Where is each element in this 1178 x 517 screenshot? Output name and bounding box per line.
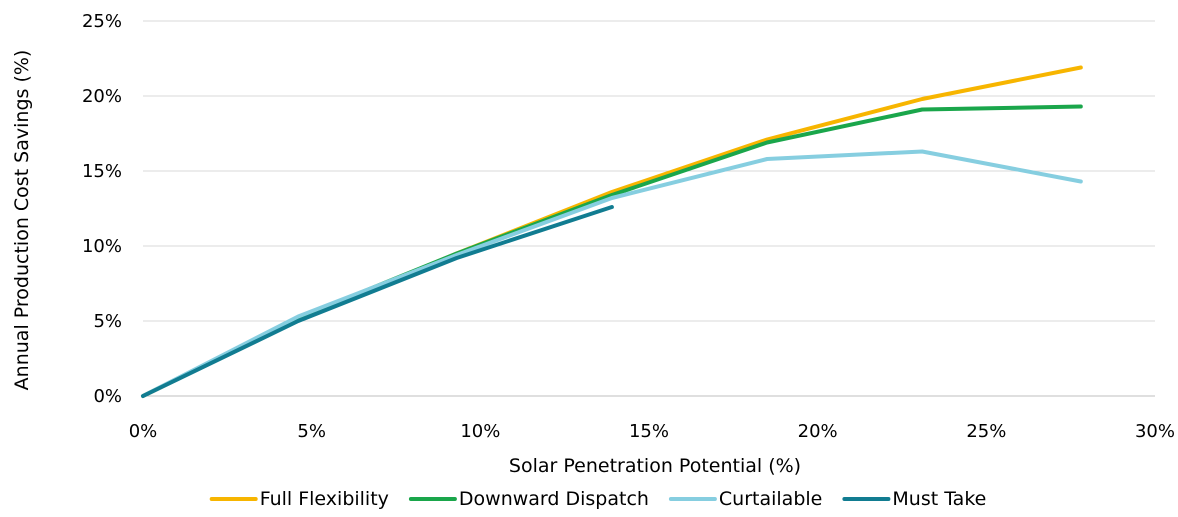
legend-item: Full Flexibility <box>209 488 389 510</box>
x-tick-label: 0% <box>129 421 158 442</box>
y-tick-label: 15% <box>82 161 122 182</box>
gridlines <box>143 20 1155 397</box>
series-line-curtailable <box>141 149 1083 398</box>
x-tick-label: 25% <box>966 421 1006 442</box>
x-axis-ticks: 0% 5% 10% 15% 20% 25% 30% <box>129 421 1175 442</box>
legend-item: Downward Dispatch <box>408 488 649 510</box>
legend-item: Must Take <box>842 488 986 510</box>
y-tick-label: 5% <box>93 311 122 332</box>
x-tick-label: 30% <box>1135 421 1175 442</box>
series-line-must-take <box>141 205 614 398</box>
y-tick-label: 20% <box>82 86 122 107</box>
y-axis-title: Annual Production Cost Savings (%) <box>11 50 33 391</box>
legend-label: Downward Dispatch <box>459 488 649 510</box>
y-tick-label: 25% <box>82 11 122 32</box>
legend-label: Must Take <box>892 488 986 510</box>
legend-label: Full Flexibility <box>260 488 389 510</box>
legend: Full Flexibility Downward Dispatch Curtail… <box>209 488 986 510</box>
x-tick-label: 10% <box>460 421 500 442</box>
x-tick-label: 15% <box>629 421 669 442</box>
y-tick-label: 10% <box>82 236 122 257</box>
series-line-full-flexibility <box>141 65 1083 398</box>
legend-item: Curtailable <box>668 488 822 510</box>
legend-label: Curtailable <box>719 488 822 510</box>
y-tick-label: 0% <box>93 386 122 407</box>
x-tick-label: 20% <box>798 421 838 442</box>
x-axis-title: Solar Penetration Potential (%) <box>509 455 801 477</box>
series-lines <box>141 65 1083 398</box>
y-axis-ticks: 0% 5% 10% 15% 20% 25% <box>82 11 122 407</box>
series-line-downward-dispatch <box>141 104 1083 398</box>
x-tick-label: 5% <box>297 421 326 442</box>
